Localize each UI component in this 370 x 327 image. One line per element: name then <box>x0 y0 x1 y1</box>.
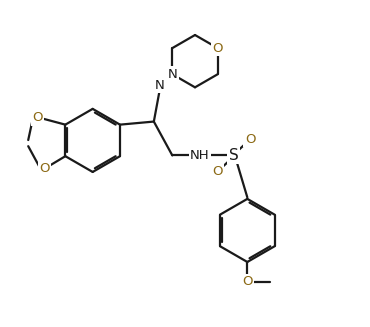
Text: N: N <box>155 78 165 92</box>
Text: N: N <box>168 68 177 81</box>
Text: O: O <box>212 165 223 178</box>
Text: NH: NH <box>190 149 210 162</box>
Text: O: O <box>245 133 255 146</box>
Text: O: O <box>212 42 223 55</box>
Text: O: O <box>39 162 50 175</box>
Text: O: O <box>242 275 253 288</box>
Text: O: O <box>33 111 43 124</box>
Text: S: S <box>229 148 239 163</box>
